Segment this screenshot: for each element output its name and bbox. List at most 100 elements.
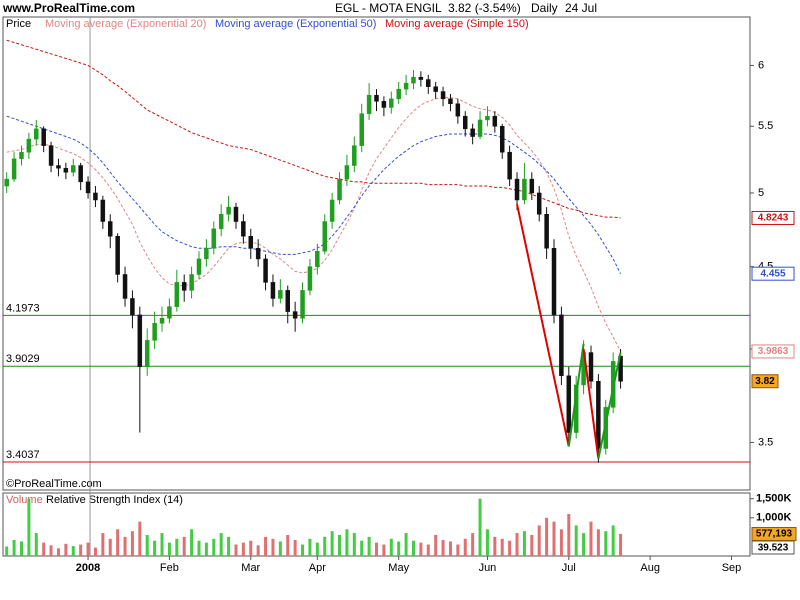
- volume-bar: [537, 525, 541, 556]
- candle-body: [507, 151, 512, 180]
- candle-body: [100, 199, 106, 222]
- volume-bar: [108, 538, 112, 556]
- volume-bar: [426, 544, 430, 556]
- candle-body: [588, 352, 594, 382]
- candle-body: [4, 178, 9, 187]
- x-tick-label: 2008: [76, 562, 100, 574]
- current-volume-label: 577,193: [756, 529, 793, 540]
- volume-bar: [582, 533, 586, 556]
- moving-average-line: [6, 115, 622, 274]
- volume-bar: [330, 531, 334, 556]
- volume-bar: [286, 535, 290, 556]
- candle-body: [455, 103, 461, 117]
- volume-bar: [596, 529, 600, 556]
- legend-price: Price: [6, 18, 31, 30]
- x-tick-label: Sep: [722, 562, 742, 574]
- volume-bar: [545, 517, 549, 556]
- candle-body: [19, 151, 24, 160]
- volume-bar: [352, 533, 356, 556]
- symbol: EGL - MOTA ENGIL: [335, 1, 442, 15]
- volume-bar: [375, 542, 378, 556]
- candle-body: [396, 88, 401, 100]
- volume-bar: [471, 533, 475, 556]
- legend-entry: Moving average (Exponential 20): [45, 18, 206, 30]
- volume-bar: [478, 498, 482, 556]
- trendline: [597, 352, 622, 459]
- candle-body: [300, 290, 305, 319]
- candle-body: [152, 323, 157, 341]
- candle-body: [196, 258, 202, 275]
- candle-body: [315, 251, 320, 267]
- volume-bar: [500, 538, 504, 556]
- candle-body: [211, 228, 217, 249]
- volume-bar: [611, 525, 615, 556]
- legend-entry: Moving average (Simple 150): [385, 18, 529, 30]
- volume-bar: [389, 538, 393, 556]
- volume-bar: [79, 544, 83, 556]
- date: 24 Jul: [565, 1, 597, 15]
- volume-bar: [559, 529, 563, 556]
- volume-bar: [86, 542, 90, 556]
- volume-bar: [485, 529, 489, 556]
- candle-body: [189, 274, 194, 291]
- volume-bar: [227, 536, 231, 556]
- candle-body: [322, 221, 327, 252]
- candle-body: [566, 375, 572, 433]
- last-value-box: [751, 266, 795, 281]
- current-volume-box: [751, 526, 797, 541]
- x-tick-label: Aug: [640, 562, 660, 574]
- volume-bar: [264, 536, 268, 556]
- volume-bar: [34, 533, 38, 556]
- volume-bar: [116, 529, 120, 556]
- volume-bar: [345, 529, 349, 556]
- y-tick-label: 3.5: [758, 436, 773, 448]
- volume-bar: [197, 540, 201, 556]
- candle-body: [137, 314, 143, 368]
- volume-bar: [249, 540, 253, 556]
- volume-bar: [101, 533, 105, 556]
- legend-entry: Moving average (Exponential 50): [215, 18, 376, 30]
- volume-bar: [138, 521, 142, 556]
- period: Daily: [531, 1, 558, 15]
- volume-bar: [175, 538, 179, 556]
- last-value-label: 4.8243: [758, 213, 789, 224]
- candle-body: [85, 181, 91, 194]
- candle-body: [11, 158, 17, 180]
- x-tick-label: Jul: [562, 562, 576, 574]
- volume-bar: [71, 546, 75, 556]
- candle-body: [440, 91, 446, 100]
- volume-bar: [515, 533, 519, 556]
- candle-body: [48, 145, 54, 166]
- last-value-box: [751, 344, 795, 359]
- trendline: [516, 204, 570, 447]
- candle-body: [307, 266, 313, 291]
- candle-body: [514, 178, 520, 201]
- candle-body: [559, 314, 564, 377]
- indicator-legend: Relative Strength Index (14): [46, 494, 183, 506]
- volume-bar: [123, 536, 127, 556]
- volume-bar: [130, 531, 134, 556]
- candle-body: [359, 113, 364, 146]
- candle-body: [278, 290, 283, 299]
- candle-body: [78, 165, 83, 183]
- candle-body: [551, 247, 557, 316]
- volume-bar: [382, 544, 386, 556]
- candle-body: [218, 214, 224, 230]
- candle-body: [71, 165, 76, 173]
- candle-body: [270, 282, 276, 299]
- volume-bar: [301, 544, 305, 556]
- volume-bar: [293, 539, 297, 556]
- candle-body: [233, 206, 239, 222]
- volume-bar: [271, 538, 275, 556]
- candle-body: [418, 76, 424, 80]
- candle-body: [107, 221, 113, 237]
- volume-bar: [153, 540, 157, 556]
- candle-body: [344, 165, 350, 180]
- trendline: [582, 348, 600, 459]
- volume-bar: [278, 541, 282, 556]
- volume-bar: [308, 538, 312, 556]
- candle-body: [26, 138, 32, 153]
- candle-body: [115, 235, 120, 275]
- candle-body: [470, 128, 475, 137]
